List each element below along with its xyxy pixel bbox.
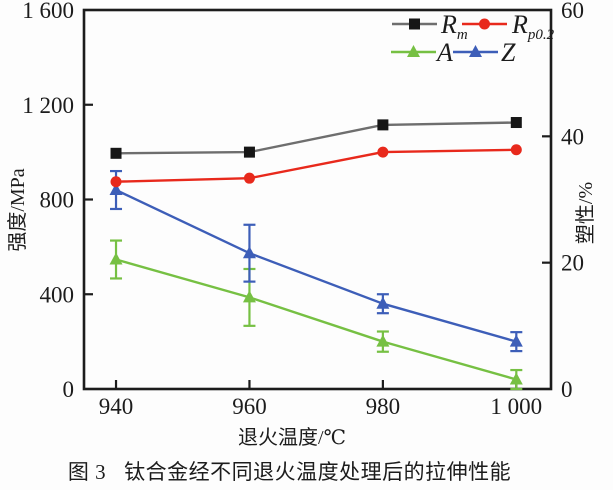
Rm-marker [243,146,255,158]
figure-number: 图 3 [67,460,107,484]
A-marker [242,290,256,303]
x-tick-label: 980 [366,394,401,419]
Rp0.2-marker [110,176,122,188]
figure-caption: 图 3 钛合金经不同退火温度处理后的拉伸性能 [0,456,596,486]
y-left-tick-label: 1 600 [22,0,74,23]
y-left-tick-label: 1 200 [22,93,74,118]
x-tick-label: 940 [99,394,134,419]
Rm-legend-label: Rm [440,10,468,43]
Z-marker [376,296,390,309]
Rp0.2-marker [243,172,255,184]
y-right-tick-label: 40 [561,124,584,149]
tensile-properties-chart: 0 400 800 1 200 1 600 0 20 40 60 940 960 980 1 000 R… [6,0,597,449]
Rm-marker [377,119,389,131]
A-line [115,258,517,381]
y-right-tick-label: 0 [561,377,573,402]
x-tick-label: 1 000 [490,394,542,419]
Rp0.2-legend-label: Rp0.2 [511,10,555,43]
y-right-tick-label: 20 [561,251,584,276]
Z-marker [509,334,523,347]
Z-legend-label: Z [501,38,516,67]
x-axis-label: 退火温度/℃ [238,426,346,449]
y-left-tick-label: 800 [40,188,75,213]
Rp0.2-marker [510,144,522,156]
Z-line [115,188,517,343]
Rm-marker [510,117,522,129]
y-axis-label-right: 塑性/% [574,182,597,244]
Rm-marker [110,147,122,159]
Z-marker [242,246,256,259]
Rp0.2-legend-marker [479,18,490,30]
figure-caption-text: 钛合金经不同退火温度处理后的拉伸性能 [124,460,512,484]
y-right-tick-label: 60 [561,0,584,23]
A-marker [376,334,390,347]
Rp0.2-line [115,148,517,183]
x-tick-label: 960 [232,394,267,419]
A-legend-marker [407,45,420,57]
A-marker [509,372,523,385]
Rm-legend-marker [409,18,420,30]
Rm-line [115,121,517,155]
Z-legend-marker [469,45,482,57]
A-marker [109,252,123,265]
y-axis-label-left: 强度/MPa [6,168,29,251]
y-left-tick-label: 0 [63,377,75,402]
Rp0.2-marker [377,146,389,158]
A-legend-label: A [435,38,453,67]
Z-marker [109,183,123,196]
y-left-tick-label: 400 [40,282,75,307]
